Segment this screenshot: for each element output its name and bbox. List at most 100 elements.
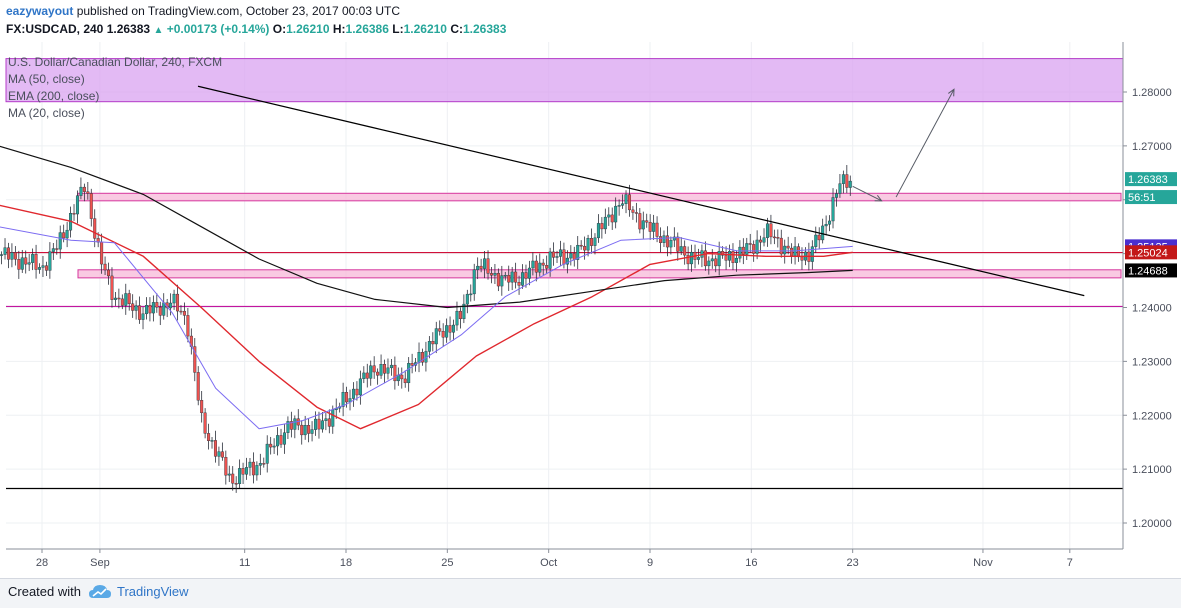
candle-body xyxy=(662,235,666,243)
candle-body xyxy=(755,239,759,254)
high-label: H: xyxy=(332,22,346,36)
candle-body xyxy=(596,223,600,239)
candle-body xyxy=(479,265,483,269)
price-chart[interactable]: 1.20000 1.21000 1.22000 1.23000 1.24000 1.250… xyxy=(0,0,1181,578)
candle-body xyxy=(790,247,794,256)
candle-body xyxy=(569,253,573,259)
tradingview-brand-link[interactable]: TradingView xyxy=(117,584,189,599)
footer-bar: Created with TradingView xyxy=(0,578,1181,608)
legend-ma50[interactable]: MA (50, close) xyxy=(8,72,85,86)
candle-body xyxy=(817,234,821,241)
candle-body xyxy=(55,248,59,250)
candle-body xyxy=(48,251,52,271)
y-axis[interactable]: 1.20000 1.21000 1.22000 1.23000 1.24000 1.250… xyxy=(1123,87,1172,530)
legend-ema200[interactable]: EMA (200, close) xyxy=(8,89,100,103)
candle-body xyxy=(196,372,200,401)
candle-body xyxy=(293,418,297,430)
price-badge xyxy=(1125,172,1177,187)
candle-body xyxy=(131,303,135,311)
candle-body xyxy=(745,243,749,255)
candle-body xyxy=(707,260,711,267)
candle-body xyxy=(434,328,438,345)
candle-body xyxy=(621,203,625,206)
candle-body xyxy=(752,244,756,254)
candle-body xyxy=(558,249,562,257)
candle-body xyxy=(134,305,138,311)
projection-arrow-head-icon xyxy=(874,194,883,202)
author-name[interactable]: eazywayout xyxy=(6,4,74,18)
price-badge xyxy=(1125,263,1177,278)
candle-body xyxy=(483,258,487,269)
candle-body xyxy=(317,418,321,430)
candle-body xyxy=(669,239,673,248)
tradingview-cloud-icon[interactable] xyxy=(88,584,112,605)
candle-body xyxy=(138,305,142,320)
y-tick-label: 1.24000 xyxy=(1132,303,1172,315)
candle-body xyxy=(583,245,587,251)
candle-body xyxy=(759,239,763,243)
candle-body xyxy=(307,425,311,434)
y-tick-label: 1.22000 xyxy=(1132,410,1172,422)
series-line-ma20 xyxy=(0,226,853,430)
candle-body xyxy=(724,255,728,261)
x-axis[interactable]: 28 Sep 11 18 25 Oct 9 16 23 Nov 7 xyxy=(36,549,1073,569)
candle-body xyxy=(210,440,214,442)
resistance-zone-purple xyxy=(5,58,1124,103)
candle-body xyxy=(610,214,614,223)
candle-body xyxy=(324,418,328,421)
x-tick-label: 16 xyxy=(745,557,757,569)
projection-arrow-line xyxy=(852,185,882,202)
candle-body xyxy=(272,445,276,448)
candle-body xyxy=(241,468,245,475)
candle-body xyxy=(828,220,832,225)
candle-body xyxy=(696,257,700,260)
candle-body xyxy=(476,265,480,270)
price-badge xyxy=(1125,190,1177,205)
candle-body xyxy=(634,212,638,214)
candle-body xyxy=(427,341,431,352)
candle-body xyxy=(769,223,773,238)
candle-body xyxy=(158,306,162,316)
candle-body xyxy=(655,222,659,237)
candle-body xyxy=(652,222,656,232)
close-label: C: xyxy=(450,22,463,36)
symbol-label: FX:USDCAD, 240 xyxy=(6,22,104,36)
candle-body xyxy=(327,418,331,427)
candle-body xyxy=(82,186,86,192)
candle-body xyxy=(590,238,594,246)
candle-body xyxy=(34,254,38,270)
candle-body xyxy=(586,238,590,251)
candle-body xyxy=(300,424,304,436)
y-tick-label: 1.20000 xyxy=(1132,518,1172,530)
candle-body xyxy=(521,272,525,286)
candle-body xyxy=(455,310,459,326)
candle-body xyxy=(721,251,725,256)
candle-body xyxy=(486,258,490,274)
candle-body xyxy=(469,293,473,296)
legend-ma20[interactable]: MA (20, close) xyxy=(8,106,85,120)
candle-body xyxy=(617,205,621,207)
x-tick-label: 25 xyxy=(441,557,453,569)
x-tick-label: Oct xyxy=(540,557,557,569)
candle-body xyxy=(41,265,45,268)
candle-body xyxy=(389,364,393,369)
price-badge-label: 1.25024 xyxy=(1128,247,1168,259)
candle-body xyxy=(79,186,83,196)
candle-body xyxy=(234,483,238,485)
price-badge-label: 1.26383 xyxy=(1128,174,1168,186)
candle-body xyxy=(779,237,783,255)
ohlc-line: FX:USDCAD, 240 1.26383 ▲ +0.00173 (+0.14… xyxy=(6,22,506,36)
candle-body xyxy=(227,473,231,476)
candle-body xyxy=(800,256,804,261)
candle-body xyxy=(624,194,628,204)
candle-body xyxy=(172,293,176,304)
candle-body xyxy=(203,412,207,434)
candle-body xyxy=(238,468,242,484)
publish-line: eazywayout published on TradingView.com,… xyxy=(6,4,400,18)
series-line-ma50 xyxy=(0,204,853,430)
candle-body xyxy=(527,267,531,279)
candle-body xyxy=(659,236,663,243)
candle-body xyxy=(848,180,852,188)
candle-body xyxy=(834,193,838,198)
candle-body xyxy=(269,443,273,448)
